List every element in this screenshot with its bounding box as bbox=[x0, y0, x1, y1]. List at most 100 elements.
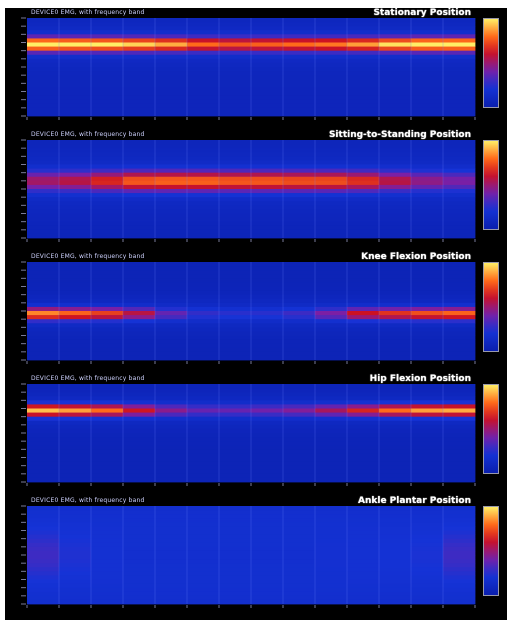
heatmap-cell bbox=[219, 180, 252, 186]
heatmap-cell bbox=[347, 526, 380, 531]
heatmap-cell bbox=[187, 176, 220, 182]
heatmap-cell bbox=[443, 286, 476, 291]
heatmap-cell bbox=[347, 506, 380, 511]
heatmap-cell bbox=[315, 315, 348, 320]
heatmap-cell bbox=[187, 575, 220, 580]
heatmap-cell bbox=[155, 327, 188, 332]
heatmap-cell bbox=[91, 262, 124, 267]
heatmap-cell bbox=[347, 172, 380, 178]
heatmap-cell bbox=[91, 201, 124, 206]
heatmap-cell bbox=[283, 420, 316, 426]
heatmap-cell bbox=[379, 79, 412, 84]
heatmap-cell bbox=[155, 550, 188, 556]
heatmap-cell bbox=[219, 583, 252, 589]
heatmap-cell bbox=[315, 229, 348, 235]
heatmap-cell bbox=[219, 550, 252, 556]
heatmap-cell bbox=[27, 62, 60, 68]
heatmap-cell bbox=[187, 189, 220, 194]
heatmap-cell bbox=[347, 22, 380, 27]
heatmap-cell bbox=[347, 396, 380, 401]
heatmap-cell bbox=[219, 457, 252, 462]
heatmap-cell bbox=[27, 571, 60, 576]
heatmap-cell bbox=[219, 217, 252, 223]
heatmap-cell bbox=[187, 396, 220, 401]
heatmap-panel-3: DEVICE0 EMG, with frequency band Knee Fle… bbox=[5, 252, 507, 372]
heatmap-cell bbox=[379, 534, 412, 540]
heatmap-cell bbox=[123, 58, 156, 64]
heatmap-cell bbox=[219, 22, 252, 27]
heatmap-cell bbox=[315, 465, 348, 471]
heatmap-cell bbox=[155, 30, 188, 35]
heatmap-cell bbox=[27, 404, 60, 409]
heatmap-cell bbox=[411, 46, 444, 52]
heatmap-cell bbox=[91, 453, 124, 458]
heatmap-cell bbox=[315, 416, 348, 422]
heatmap-cell bbox=[251, 184, 284, 190]
heatmap-cell bbox=[59, 315, 92, 320]
heatmap-cell bbox=[123, 473, 156, 479]
heatmap-cell bbox=[443, 221, 476, 227]
heatmap-cell bbox=[91, 290, 124, 296]
heatmap-cell bbox=[123, 461, 156, 467]
heatmap-cell bbox=[123, 457, 156, 462]
heatmap-cell bbox=[283, 160, 316, 165]
heatmap-cell bbox=[187, 559, 220, 564]
heatmap-cell bbox=[219, 445, 252, 450]
heatmap-cell bbox=[123, 510, 156, 515]
heatmap-cell bbox=[123, 225, 156, 231]
heatmap-cell bbox=[27, 567, 60, 572]
heatmap-cell bbox=[123, 331, 156, 336]
heatmap-cell bbox=[283, 58, 316, 64]
heatmap-cell bbox=[155, 315, 188, 320]
heatmap-cell bbox=[187, 579, 220, 584]
heatmap-cell bbox=[379, 83, 412, 88]
heatmap-cell bbox=[219, 144, 252, 149]
heatmap-cell bbox=[347, 225, 380, 231]
heatmap-cell bbox=[283, 197, 316, 202]
heatmap-cell bbox=[123, 550, 156, 556]
heatmap-cell bbox=[347, 542, 380, 548]
heatmap-cell bbox=[315, 412, 348, 418]
heatmap-cell bbox=[27, 461, 60, 467]
heatmap-cell bbox=[443, 306, 476, 312]
heatmap-cell bbox=[443, 514, 476, 519]
heatmap-cell bbox=[123, 595, 156, 601]
heatmap-cell bbox=[251, 164, 284, 169]
heatmap-cell bbox=[59, 514, 92, 519]
heatmap-cell bbox=[123, 563, 156, 568]
heatmap-cell bbox=[123, 274, 156, 279]
heatmap-cell bbox=[443, 477, 476, 483]
heatmap-cell bbox=[187, 400, 220, 405]
heatmap-cell bbox=[27, 327, 60, 332]
heatmap-cell bbox=[315, 392, 348, 397]
heatmap-cell bbox=[283, 290, 316, 296]
heatmap-cell bbox=[123, 319, 156, 324]
heatmap-cell bbox=[315, 311, 348, 316]
heatmap-cell bbox=[155, 144, 188, 149]
heatmap-cell bbox=[59, 148, 92, 153]
heatmap-cell bbox=[411, 526, 444, 531]
heatmap-cell bbox=[315, 384, 348, 389]
heatmap-cell bbox=[59, 416, 92, 422]
heatmap-cell bbox=[251, 107, 284, 113]
heatmap-cell bbox=[347, 205, 380, 210]
heatmap-cell bbox=[187, 323, 220, 328]
heatmap-cell bbox=[283, 323, 316, 328]
heatmap-cell bbox=[347, 26, 380, 31]
heatmap-cell bbox=[91, 160, 124, 165]
heatmap-cell bbox=[379, 445, 412, 450]
heatmap-cell bbox=[443, 75, 476, 80]
heatmap-cell bbox=[187, 205, 220, 210]
heatmap-cell bbox=[443, 302, 476, 308]
heatmap-cell bbox=[59, 71, 92, 76]
heatmap-cell bbox=[315, 514, 348, 519]
heatmap-cell bbox=[91, 298, 124, 304]
heatmap-cell bbox=[443, 526, 476, 531]
heatmap-cell bbox=[91, 550, 124, 556]
heatmap-cell bbox=[347, 563, 380, 568]
heatmap-cell bbox=[283, 152, 316, 157]
heatmap-cell bbox=[443, 144, 476, 149]
heatmap-cell bbox=[315, 388, 348, 393]
heatmap-cell bbox=[27, 189, 60, 194]
heatmap-cell bbox=[315, 71, 348, 76]
